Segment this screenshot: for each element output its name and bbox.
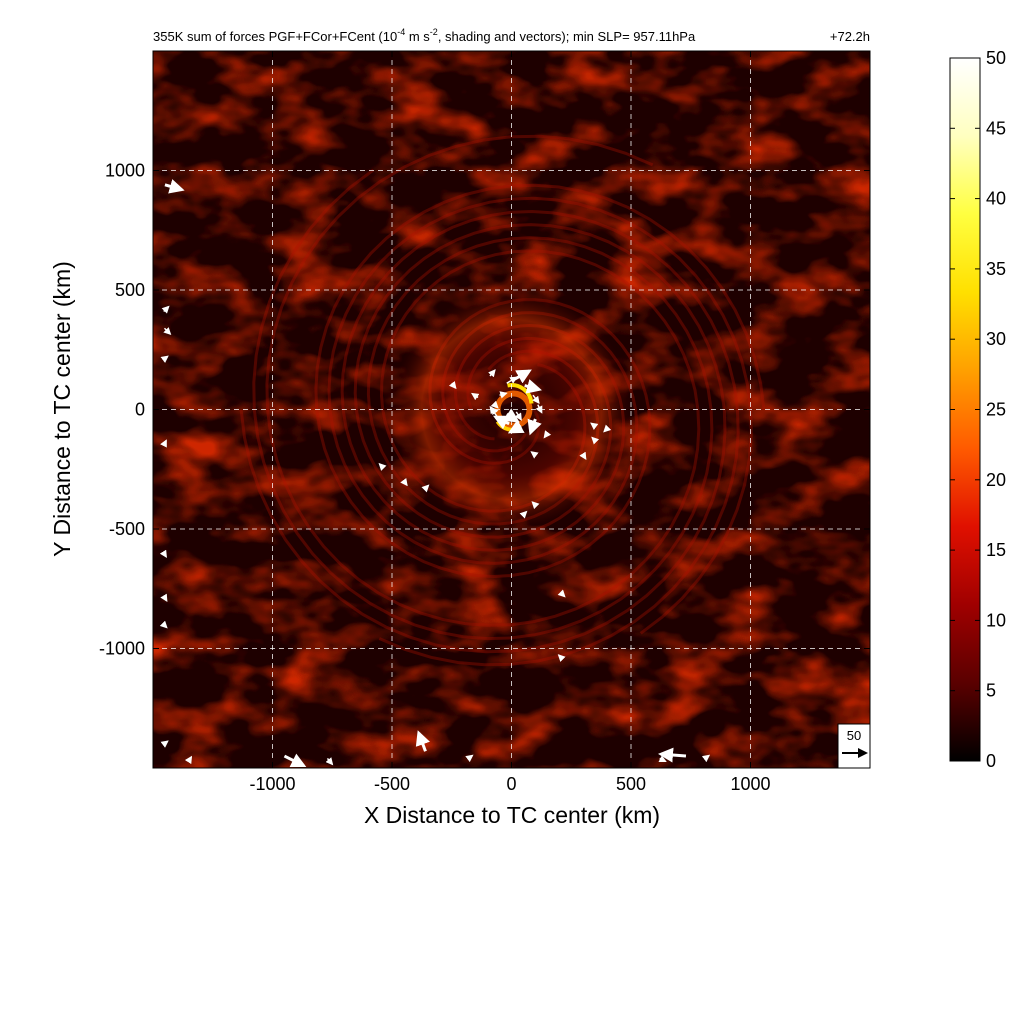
plot-area	[153, 51, 870, 768]
force-vector	[519, 510, 528, 519]
force-vector	[543, 430, 552, 439]
colorbar-tick-label: 35	[986, 259, 1006, 279]
force-vectors	[159, 179, 711, 767]
y-tick-label: -1000	[99, 639, 145, 659]
colorbar-tick-label: 30	[986, 329, 1006, 349]
force-vector	[283, 753, 307, 767]
force-vector	[532, 394, 540, 405]
reference-vector-box: 50	[837, 723, 871, 769]
force-vector	[159, 620, 168, 629]
force-vector	[160, 355, 169, 364]
force-vector	[160, 740, 169, 748]
force-vector	[490, 406, 499, 416]
force-vector	[400, 477, 408, 487]
colorbar-tick-label: 25	[986, 400, 1006, 420]
eyewall-max-arc	[507, 383, 534, 404]
chart-title: 355K sum of forces PGF+FCor+FCent (10-4 …	[153, 27, 696, 44]
force-vector	[530, 451, 539, 459]
y-tick-label: 500	[115, 280, 145, 300]
force-vector	[557, 654, 566, 663]
force-vector	[524, 379, 542, 394]
y-tick-label: -500	[109, 519, 145, 539]
colorbar-tick-label: 45	[986, 118, 1006, 138]
force-vector	[164, 179, 185, 194]
force-vector	[514, 411, 522, 421]
force-vector	[488, 369, 496, 378]
x-tick-label: -1000	[249, 774, 295, 794]
reference-vector-label: 50	[847, 728, 861, 743]
title-mid: m s	[405, 29, 430, 44]
title-suffix: , shading and vectors); min SLP= 957.11h…	[438, 29, 696, 44]
force-vector	[557, 589, 566, 598]
colorbar-ticks: 0 5 10 15 20 25 30 35 40 45 50	[950, 48, 1006, 771]
x-tick-label: 0	[506, 774, 516, 794]
title-exp1: -4	[397, 27, 405, 37]
colorbar-tick-label: 10	[986, 610, 1006, 630]
force-vector	[471, 392, 480, 401]
colorbar-tick-label: 50	[986, 48, 1006, 68]
colorbar-tick-label: 40	[986, 189, 1006, 209]
force-vector	[527, 418, 542, 436]
y-tick-label: 1000	[105, 161, 145, 181]
grid-lines	[153, 51, 870, 768]
force-vector	[579, 451, 587, 461]
force-vector	[499, 391, 508, 399]
force-vector	[591, 436, 600, 445]
x-tick-label: -500	[374, 774, 410, 794]
force-vector	[160, 593, 168, 603]
force-vector	[448, 380, 457, 390]
force-vector	[415, 730, 430, 752]
colorbar-tick-label: 0	[986, 751, 996, 771]
forecast-time: +72.2h	[830, 29, 870, 44]
colorbar-tick-label: 20	[986, 470, 1006, 490]
y-axis-label: Y Distance to TC center (km)	[49, 261, 75, 557]
force-vector	[658, 747, 687, 763]
force-vector	[161, 305, 170, 314]
x-tick-label: 1000	[730, 774, 770, 794]
x-tick-label: 500	[616, 774, 646, 794]
force-vector	[507, 419, 525, 434]
x-axis-label: X Distance to TC center (km)	[364, 802, 660, 828]
force-vector	[184, 755, 193, 765]
title-prefix: 355K sum of forces PGF+FCor+FCent (10	[153, 29, 397, 44]
force-vector	[465, 754, 474, 763]
force-vector	[378, 462, 387, 471]
title-exp2: -2	[430, 27, 438, 37]
force-vector	[421, 484, 430, 493]
force-vector	[701, 754, 711, 763]
force-vector	[590, 422, 599, 430]
x-axis-ticks: -1000 -500 0 500 1000	[249, 51, 771, 794]
force-vector	[163, 327, 172, 336]
force-vector	[160, 439, 167, 448]
colorbar-tick-label: 5	[986, 681, 996, 701]
force-vector	[492, 415, 510, 430]
y-tick-label: 0	[135, 400, 145, 420]
force-vector	[535, 404, 543, 414]
colorbar-tick-label: 15	[986, 540, 1006, 560]
y-axis-ticks: -1000 -500 0 500 1000	[99, 161, 870, 659]
force-vector	[325, 757, 334, 766]
force-vector	[513, 369, 532, 384]
force-vector	[603, 424, 612, 433]
force-vector	[658, 755, 667, 762]
colorbar: 0 5 10 15 20 25 30 35 40 45 50	[949, 48, 1006, 771]
force-vector	[531, 501, 540, 510]
force-vector	[159, 549, 167, 559]
